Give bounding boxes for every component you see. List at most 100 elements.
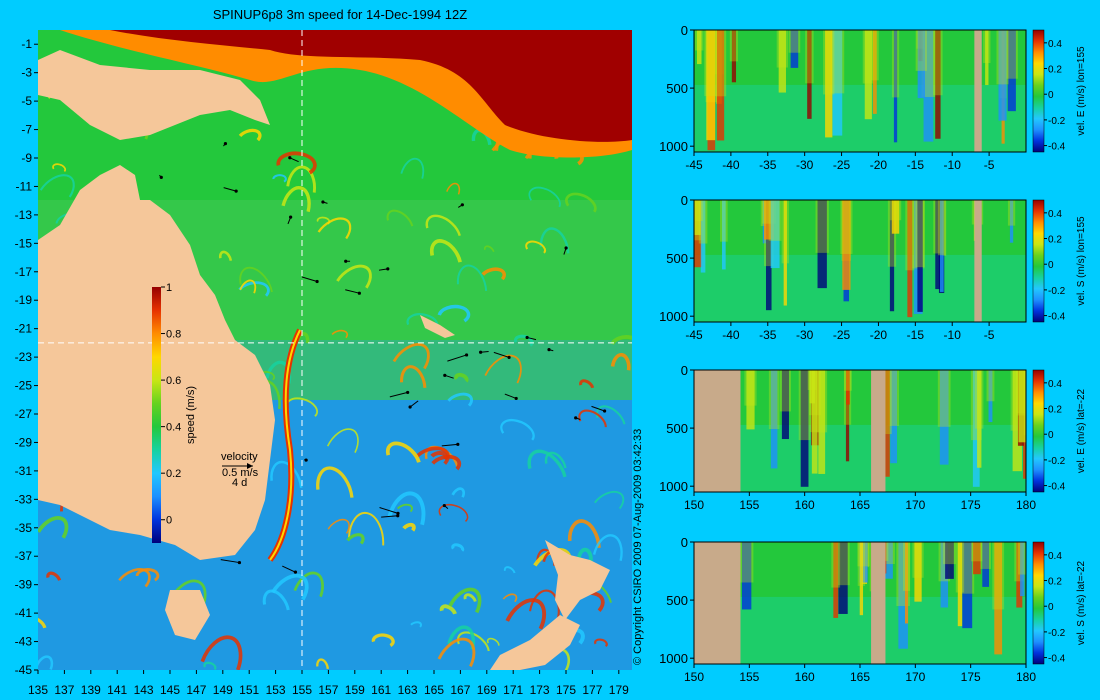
eddy bbox=[327, 518, 350, 534]
section-deep-band bbox=[694, 84, 1026, 152]
velocity-streak bbox=[790, 30, 799, 68]
map-y-tick-label: -17 bbox=[15, 265, 33, 279]
map-y-tick-label: -33 bbox=[15, 492, 33, 506]
current-arrow-head bbox=[344, 259, 348, 263]
section-colorbar-label: vel. S (m/s) lat=-22 bbox=[1076, 560, 1087, 645]
section-deep-band bbox=[694, 424, 1026, 492]
velocity-streak-halo bbox=[938, 542, 951, 582]
velocity-streak bbox=[945, 542, 954, 579]
velocity-streak bbox=[893, 30, 898, 143]
section-colorbar-tick-label: -0.4 bbox=[1048, 482, 1066, 493]
eddy bbox=[525, 240, 546, 254]
current-arrow-head bbox=[406, 390, 410, 395]
velocity-streak-halo bbox=[1014, 542, 1025, 582]
section-x-tick-label: -10 bbox=[944, 328, 962, 342]
eddy bbox=[52, 163, 66, 173]
eddy bbox=[430, 451, 448, 461]
eddy bbox=[316, 658, 329, 670]
eddy bbox=[347, 512, 385, 546]
velocity-streak-halo bbox=[992, 542, 1005, 610]
velocity-streak-halo bbox=[779, 370, 791, 412]
eddy bbox=[46, 571, 62, 581]
map-x-tick-label: 165 bbox=[424, 683, 444, 697]
eddy bbox=[446, 182, 461, 195]
eddy bbox=[451, 487, 466, 498]
eddy bbox=[316, 466, 354, 498]
section-x-tick-label: -15 bbox=[907, 328, 925, 342]
velocity-streak-halo bbox=[768, 370, 780, 430]
velocity-streak-halo bbox=[768, 200, 782, 241]
velocity-streak bbox=[957, 542, 963, 627]
section-y-tick-label: 0 bbox=[681, 363, 688, 378]
section-land bbox=[974, 200, 982, 322]
eddy bbox=[500, 419, 535, 441]
eddy bbox=[346, 533, 365, 545]
velocity-streak bbox=[972, 370, 980, 487]
eddy bbox=[447, 392, 474, 407]
map-x-tick-label: 135 bbox=[28, 683, 48, 697]
velocity-streak bbox=[746, 370, 755, 430]
speed-colorbar-label: speed (m/s) bbox=[185, 386, 197, 444]
eddy bbox=[387, 491, 426, 526]
velocity-streak bbox=[1020, 542, 1025, 597]
eddy bbox=[578, 409, 607, 428]
velocity-streak-halo bbox=[937, 370, 951, 427]
velocity-streak bbox=[923, 30, 934, 142]
velocity-streak-halo bbox=[831, 542, 841, 588]
velocity-streak bbox=[770, 200, 780, 269]
map-x-tick-label: 177 bbox=[582, 683, 602, 697]
velocity-streak-halo bbox=[857, 542, 866, 586]
section-colorbar-label: vel. E (m/s) lon=155 bbox=[1076, 46, 1087, 136]
section-x-tick-label: 170 bbox=[905, 498, 925, 512]
velocity-streak bbox=[962, 542, 973, 629]
eddy bbox=[286, 165, 316, 193]
map-y-tick-label: -41 bbox=[15, 606, 33, 620]
section-y-tick-label: 0 bbox=[681, 535, 688, 550]
velocity-streak-halo bbox=[809, 370, 820, 433]
velocity-streak-halo bbox=[744, 370, 757, 406]
eddy bbox=[200, 635, 243, 670]
velocity-streak bbox=[696, 30, 702, 65]
eddy bbox=[400, 365, 427, 388]
current-arrow-head bbox=[357, 291, 361, 295]
eddy bbox=[38, 617, 47, 629]
eddy bbox=[579, 379, 595, 389]
eddy bbox=[271, 573, 309, 601]
velocity-streak-halo bbox=[694, 200, 703, 221]
velocity-streak bbox=[891, 200, 900, 234]
section-x-tick-label: -20 bbox=[870, 158, 888, 172]
eddy bbox=[503, 566, 516, 574]
velocity-streak bbox=[883, 542, 893, 579]
eddy bbox=[218, 250, 233, 261]
velocity-streak-halo bbox=[986, 370, 995, 402]
current-arrow-head bbox=[293, 570, 298, 574]
current-arrow bbox=[345, 289, 360, 294]
map-y-tick-label: -27 bbox=[15, 407, 33, 421]
section-land bbox=[871, 370, 886, 492]
current-arrow-head bbox=[288, 156, 292, 160]
velocity-streak-halo bbox=[971, 542, 983, 562]
velocity-streak-halo bbox=[694, 30, 704, 51]
speed-colorbar-ticks: 1 0.8 0.6 0.4 0.2 0 bbox=[161, 282, 181, 527]
velocity-streak-halo bbox=[836, 542, 850, 586]
current-arrow bbox=[220, 559, 240, 564]
velocity-streak bbox=[783, 200, 787, 306]
velocity-streak-halo bbox=[844, 370, 852, 391]
eddy bbox=[239, 279, 257, 294]
eddy bbox=[293, 571, 324, 598]
current-arrow bbox=[447, 354, 467, 362]
section-colorbar-tick-label: -0.4 bbox=[1048, 142, 1066, 153]
current-arrow-head bbox=[479, 350, 483, 354]
velocity-streak-halo bbox=[840, 200, 853, 254]
speed-colorbar-tick-label: 0.6 bbox=[166, 375, 181, 387]
current-arrow-head bbox=[574, 416, 578, 420]
velocity-streak bbox=[907, 200, 913, 318]
map-y-tick-label: -43 bbox=[15, 635, 33, 649]
velocity-streak bbox=[832, 30, 843, 136]
current-arrow-head bbox=[460, 203, 464, 207]
eddy bbox=[447, 625, 476, 650]
eddy bbox=[331, 329, 349, 339]
eddy bbox=[238, 281, 270, 297]
section-x-tick-label: -20 bbox=[870, 328, 888, 342]
velocity-streak bbox=[859, 542, 868, 583]
